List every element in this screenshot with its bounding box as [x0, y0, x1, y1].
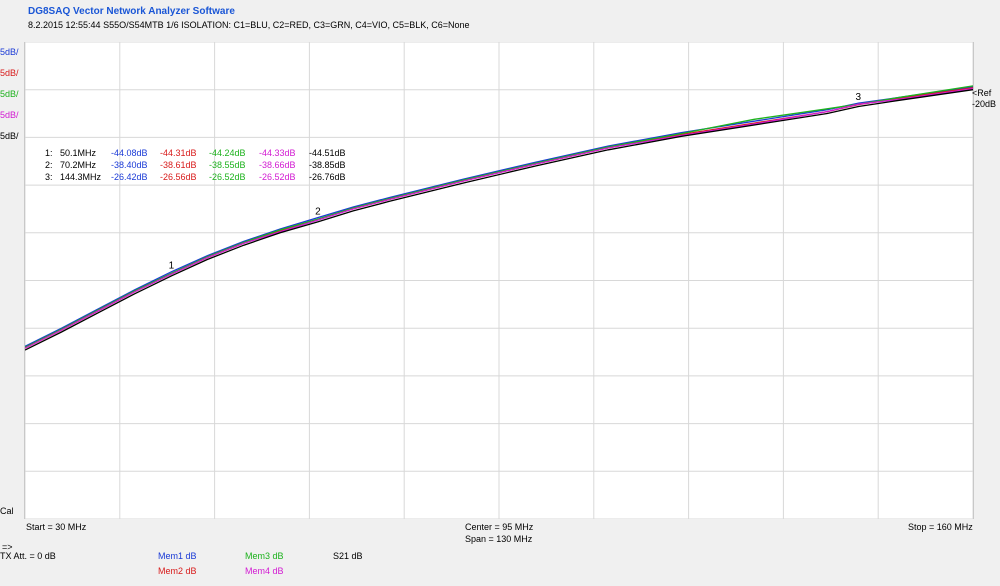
- marker-row-2-c4: -38.66dB: [259, 160, 296, 170]
- marker-row-2-c1: -38.40dB: [111, 160, 148, 170]
- marker-row-2-freq: 70.2MHz: [60, 160, 97, 170]
- marker-row-3-c5: -26.76dB: [309, 172, 346, 182]
- marker-2[interactable]: 2: [315, 207, 321, 218]
- trace-c3: [25, 85, 973, 348]
- mem3-label[interactable]: Mem3 dB: [245, 551, 284, 561]
- ref-level: -20dB: [972, 99, 997, 109]
- marker-row-1-c5: -44.51dB: [309, 148, 346, 158]
- marker-row-2-id: 2:: [45, 160, 53, 170]
- scale-label-c3: 5dB/: [0, 89, 19, 99]
- scale-label-c5: 5dB/: [0, 131, 19, 141]
- mem2-label[interactable]: Mem2 dB: [158, 566, 197, 576]
- mem1-label[interactable]: Mem1 dB: [158, 551, 197, 561]
- marker-row-2-c3: -38.55dB: [209, 160, 246, 170]
- marker-row-1-c3: -44.24dB: [209, 148, 246, 158]
- marker-row-3-c1: -26.42dB: [111, 172, 148, 182]
- stop-frequency: Stop = 160 MHz: [908, 522, 973, 532]
- plot-area[interactable]: 1 2 3: [24, 42, 974, 519]
- marker-row-2-c5: -38.85dB: [309, 160, 346, 170]
- marker-row-2-c2: -38.61dB: [160, 160, 197, 170]
- marker-row-1-c2: -44.31dB: [160, 148, 197, 158]
- span-frequency: Span = 130 MHz: [465, 534, 533, 544]
- trace-c5: [25, 89, 973, 351]
- marker-row-3-c2: -26.56dB: [160, 172, 197, 182]
- cal-label: Cal: [0, 506, 14, 516]
- marker-row-3-c3: -26.52dB: [209, 172, 246, 182]
- marker-row-3-c4: -26.52dB: [259, 172, 296, 182]
- s21-label[interactable]: S21 dB: [333, 551, 363, 561]
- marker-row-1-c1: -44.08dB: [111, 148, 148, 158]
- marker-1[interactable]: 1: [169, 261, 175, 272]
- center-frequency: Center = 95 MHz: [465, 522, 534, 532]
- marker-3[interactable]: 3: [856, 92, 862, 103]
- mem4-label[interactable]: Mem4 dB: [245, 566, 284, 576]
- app-title: DG8SAQ Vector Network Analyzer Software: [28, 6, 235, 17]
- marker-row-3-id: 3:: [45, 172, 53, 182]
- scale-label-c2: 5dB/: [0, 68, 19, 78]
- trace-c1: [25, 86, 973, 347]
- start-frequency: Start = 30 MHz: [26, 522, 87, 532]
- arrow-indicator: =>: [2, 542, 13, 552]
- tx-attenuation[interactable]: TX Att. = 0 dB: [0, 551, 56, 561]
- measurement-info: 8.2.2015 12:55:44 S55O/S54MTB 1/6 ISOLAT…: [28, 20, 470, 30]
- ref-label: <Ref: [972, 88, 992, 98]
- marker-row-1-id: 1:: [45, 148, 53, 158]
- marker-row-1-freq: 50.1MHz: [60, 148, 97, 158]
- trace-c4: [25, 88, 973, 349]
- trace-chart: 1 2 3: [25, 42, 973, 519]
- marker-row-1-c4: -44.33dB: [259, 148, 296, 158]
- scale-label-c4: 5dB/: [0, 110, 19, 120]
- marker-row-3-freq: 144.3MHz: [60, 172, 102, 182]
- scale-label-c1: 5dB/: [0, 47, 19, 57]
